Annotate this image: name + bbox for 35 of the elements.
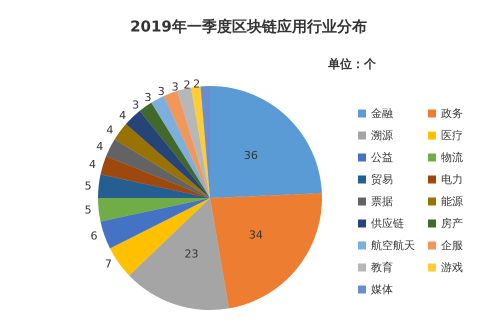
data-label: 7: [104, 257, 112, 270]
data-label: 23: [184, 248, 199, 261]
data-label: 5: [84, 179, 92, 192]
data-label: 4: [96, 140, 104, 154]
legend-label: 贸易: [371, 173, 393, 186]
legend-label: 房产: [441, 217, 463, 230]
data-label: 34: [248, 228, 263, 242]
legend-label: 票据: [371, 195, 393, 208]
legend-label: 医疗: [441, 129, 463, 142]
data-label: 4: [119, 109, 126, 122]
data-label: 3: [144, 90, 152, 104]
text: 单位：个: [327, 57, 377, 71]
legend-label: 供应链: [371, 217, 404, 230]
data-label: 4: [88, 158, 96, 172]
legend-label: 媒体: [371, 283, 393, 296]
legend-label: 电力: [441, 173, 463, 186]
legend-label: 公益: [371, 151, 393, 164]
data-label: 2: [184, 78, 191, 92]
data-label: 36: [244, 148, 258, 162]
legend-label: 航空航天: [371, 239, 415, 252]
legend-label: 金融: [371, 107, 393, 120]
data-label: 4: [106, 124, 114, 137]
chart-title: 2019年一季度区块链应用行业分布: [130, 18, 367, 36]
legend-label: 企服: [441, 239, 463, 252]
legend-label: 溯源: [371, 129, 393, 142]
data-label: 3: [132, 98, 140, 112]
legend-label: 游戏: [441, 261, 463, 274]
data-label: 6: [90, 229, 98, 242]
legend-label: 能源: [441, 195, 463, 208]
data-label: 3: [172, 80, 179, 94]
data-label: 3: [158, 84, 165, 98]
legend-label: 教育: [371, 261, 393, 274]
legend-label: 政务: [441, 107, 463, 120]
data-label: 5: [84, 204, 92, 217]
legend-label: 物流: [441, 151, 463, 164]
